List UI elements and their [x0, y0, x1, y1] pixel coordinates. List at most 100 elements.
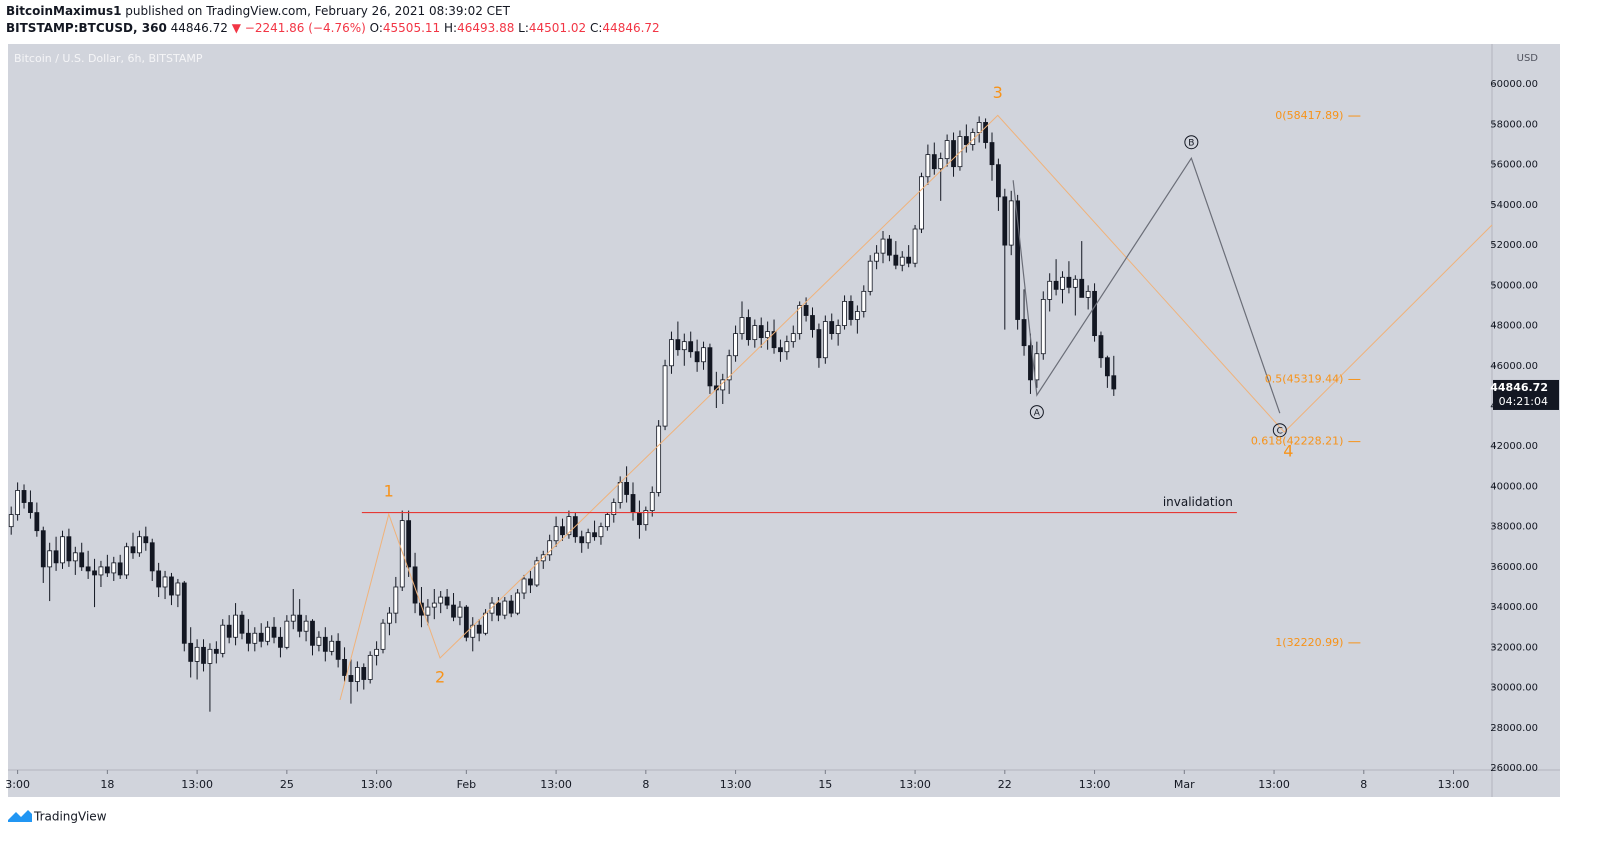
candle-body: [175, 582, 181, 596]
candle-body: [463, 606, 469, 638]
ohlc-value: 44501.02: [528, 21, 587, 35]
candle-body: [720, 379, 726, 391]
candle-body: [617, 482, 623, 503]
candle-body: [675, 339, 681, 351]
candle-body: [899, 256, 905, 266]
candle-body: [47, 550, 53, 568]
candle-body: [502, 600, 508, 616]
candle-body: [848, 301, 854, 320]
y-tick-label: 34000.00: [1490, 602, 1538, 613]
candle-body: [528, 578, 533, 586]
candle-body: [15, 490, 21, 515]
candle-body: [925, 154, 931, 178]
candle-body: [713, 385, 719, 391]
wave-label: C: [1277, 427, 1283, 437]
y-tick-label: 26000.00: [1490, 763, 1538, 774]
last-price: 44846.72: [1490, 381, 1548, 394]
y-tick-label: 32000.00: [1490, 642, 1538, 653]
candle-body: [431, 602, 437, 608]
y-tick-label: 36000.00: [1490, 562, 1538, 573]
candle-body: [540, 554, 546, 562]
symbol: BITSTAMP:BTCUSD, 360: [6, 21, 167, 35]
y-tick-label: 48000.00: [1490, 321, 1538, 332]
candle-body: [842, 301, 847, 326]
candle-body: [963, 136, 969, 145]
candle-body: [643, 510, 649, 526]
candle-body: [874, 252, 879, 262]
candle-body: [566, 516, 572, 536]
chart-title: Bitcoin / U.S. Dollar, 6h, BITSTAMP: [14, 52, 203, 65]
candle-body: [169, 576, 174, 596]
header-quote: BITSTAMP:BTCUSD, 360 44846.72 ▼ −2241.86…: [6, 21, 660, 35]
candle-body: [265, 626, 271, 642]
candle-body: [181, 582, 187, 644]
candle-body: [957, 136, 963, 168]
candle-body: [656, 425, 662, 493]
wave-label: B: [1188, 139, 1194, 149]
candle-body: [784, 341, 790, 353]
candle-body: [1034, 353, 1040, 381]
candle-body: [662, 365, 668, 427]
candle-body: [28, 502, 33, 513]
candle-body: [284, 620, 290, 648]
candle-body: [790, 333, 796, 343]
candle-body: [669, 339, 674, 367]
y-tick-label: 56000.00: [1490, 160, 1538, 171]
candle-body: [66, 536, 72, 562]
invalidation-label: invalidation: [1163, 495, 1233, 509]
last-price-box: [1493, 379, 1559, 410]
candle-body: [1053, 280, 1059, 290]
candle-body: [611, 502, 617, 515]
candle-body: [470, 624, 476, 638]
x-tick-label: 13:00: [1079, 778, 1111, 791]
wave-label: 4: [1283, 442, 1293, 461]
countdown: 04:21:04: [1499, 395, 1548, 408]
candle-body: [162, 576, 168, 588]
y-tick-label: 52000.00: [1490, 240, 1538, 251]
candle-body: [374, 648, 379, 656]
y-tick-label: 38000.00: [1490, 522, 1538, 533]
x-tick-label: 13:00: [181, 778, 213, 791]
candle-body: [906, 256, 912, 264]
candle-body: [271, 626, 277, 638]
x-tick-label: Feb: [457, 778, 476, 791]
candle-body: [944, 140, 950, 160]
candle-body: [348, 675, 354, 682]
candle-body: [137, 536, 142, 554]
candle-body: [598, 526, 604, 538]
ohlc-value: 46493.88: [457, 21, 515, 35]
candle-body: [258, 632, 264, 642]
candle-body: [117, 562, 123, 576]
ohlc: O:45505.11 H:46493.88 L:44501.02 C:44846…: [370, 21, 660, 35]
candle-body: [1060, 276, 1065, 290]
author: BitcoinMaximus1: [6, 4, 122, 18]
wave-label: 3: [993, 83, 1003, 102]
candle-body: [752, 325, 758, 341]
candle-body: [976, 122, 982, 133]
candle-body: [854, 311, 860, 320]
candle-body: [585, 532, 591, 544]
candle-body: [476, 624, 482, 634]
candle-body: [393, 586, 399, 614]
candle-body: [893, 254, 899, 266]
candle-body: [1002, 196, 1008, 246]
candle-body: [329, 640, 335, 652]
candle-body: [194, 646, 200, 662]
candle-body: [380, 622, 386, 650]
candle-body: [419, 602, 424, 616]
candle-body: [8, 514, 14, 528]
candle-body: [406, 520, 412, 568]
candle-body: [72, 552, 78, 562]
y-tick-label: 40000.00: [1490, 481, 1538, 492]
wave-label: 2: [435, 667, 445, 686]
candle-body: [220, 624, 226, 654]
candle-body: [489, 602, 495, 614]
x-tick-label: 8: [642, 778, 649, 791]
candle-body: [515, 592, 521, 614]
candle-body: [649, 492, 655, 511]
candle-body: [1015, 200, 1021, 320]
candle-body: [111, 562, 117, 574]
header-line: BitcoinMaximus1 published on TradingView…: [6, 4, 510, 18]
candle-body: [701, 347, 706, 363]
